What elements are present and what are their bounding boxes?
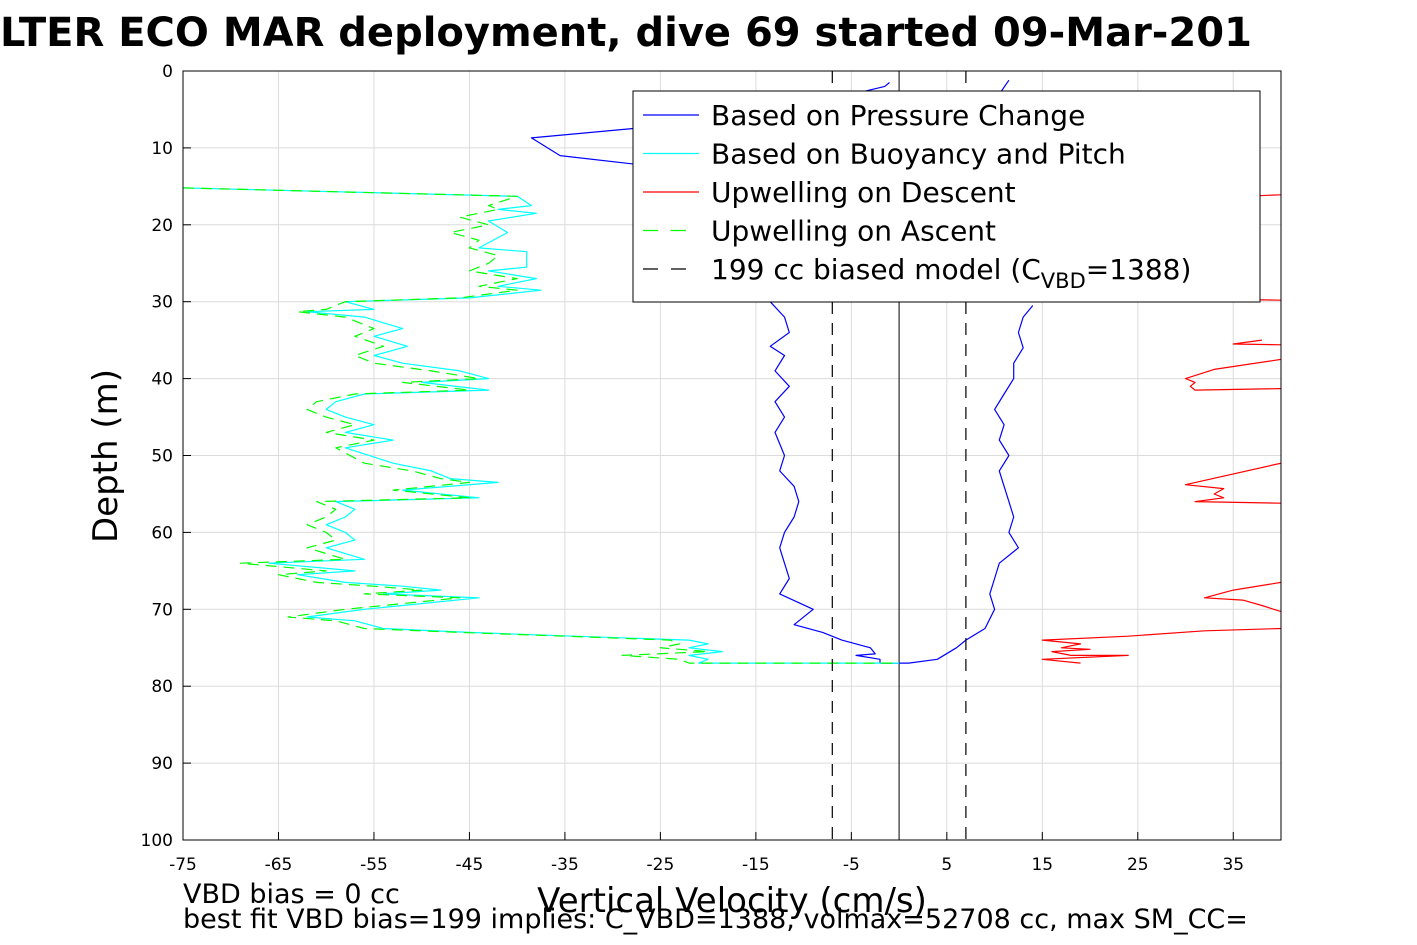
x-tick-label: -75 <box>169 855 197 875</box>
x-tick-label: -25 <box>647 855 675 875</box>
legend-label-subscript: VBD <box>1041 269 1086 293</box>
series-line-upwelling-on-descent <box>1203 581 1281 613</box>
chart-title: LTER ECO MAR deployment, dive 69 started… <box>0 10 1252 56</box>
series-line-upwelling-on-descent <box>1232 339 1281 346</box>
series-line-upwelling-on-descent <box>1041 627 1281 664</box>
y-tick-label: 20 <box>151 216 173 236</box>
series-line-based-on-buoyancy-and-pitch <box>183 187 900 664</box>
legend-label-prefix: 199 cc biased model (C <box>711 253 1041 286</box>
legend-label: Upwelling on Descent <box>711 176 1016 209</box>
x-tick-label: 15 <box>1031 855 1053 875</box>
y-tick-label: 90 <box>151 754 173 774</box>
y-tick-label: 70 <box>151 600 173 620</box>
x-axis-label: Vertical Velocity (cm/s) <box>537 881 927 921</box>
y-tick-label: 80 <box>151 677 173 697</box>
footer-vbd-bias: VBD bias = 0 cc <box>183 879 400 910</box>
legend-label: Based on Buoyancy and Pitch <box>711 138 1126 171</box>
x-tick-label: 5 <box>941 855 952 875</box>
series-line-upwelling-on-descent <box>1184 462 1281 504</box>
y-axis-label: Depth (m) <box>86 369 126 543</box>
x-tick-label: 25 <box>1127 855 1149 875</box>
x-tick-label: 35 <box>1222 855 1244 875</box>
legend-label-suffix: =1388) <box>1086 253 1192 286</box>
legend-label: Based on Pressure Change <box>711 99 1085 132</box>
axis-ticks: -75 -65 -55 -45 -35 -25 -15 -5 5 15 25 350102030405… <box>141 62 1245 875</box>
series-line-upwelling-on-descent <box>1184 358 1281 391</box>
y-tick-label: 0 <box>162 62 173 82</box>
series-line-based-on-pressure-change <box>880 305 1034 664</box>
x-tick-label: -65 <box>265 855 293 875</box>
legend-label: 199 cc biased model (CVBD=1388) <box>711 253 1191 293</box>
x-tick-label: -55 <box>360 855 388 875</box>
y-tick-label: 30 <box>151 293 173 313</box>
legend-label: Upwelling on Ascent <box>711 215 996 248</box>
series-line-upwelling-on-ascent <box>183 187 900 664</box>
series-line-based-on-pressure-change <box>769 301 881 664</box>
y-tick-label: 40 <box>151 370 173 390</box>
y-tick-label: 100 <box>141 831 173 851</box>
x-tick-label: -35 <box>551 855 579 875</box>
x-tick-label: -45 <box>456 855 484 875</box>
legend-box <box>632 90 1261 303</box>
y-tick-label: 10 <box>151 139 173 159</box>
y-tick-label: 60 <box>151 523 173 543</box>
y-tick-label: 50 <box>151 447 173 467</box>
legend: Based on Pressure Change Based on Buoyanc… <box>632 90 1261 303</box>
x-tick-label: -15 <box>742 855 770 875</box>
x-tick-label: -5 <box>843 855 860 875</box>
footer-best-fit: best fit VBD bias=199 implies: C_VBD=138… <box>183 904 1248 935</box>
